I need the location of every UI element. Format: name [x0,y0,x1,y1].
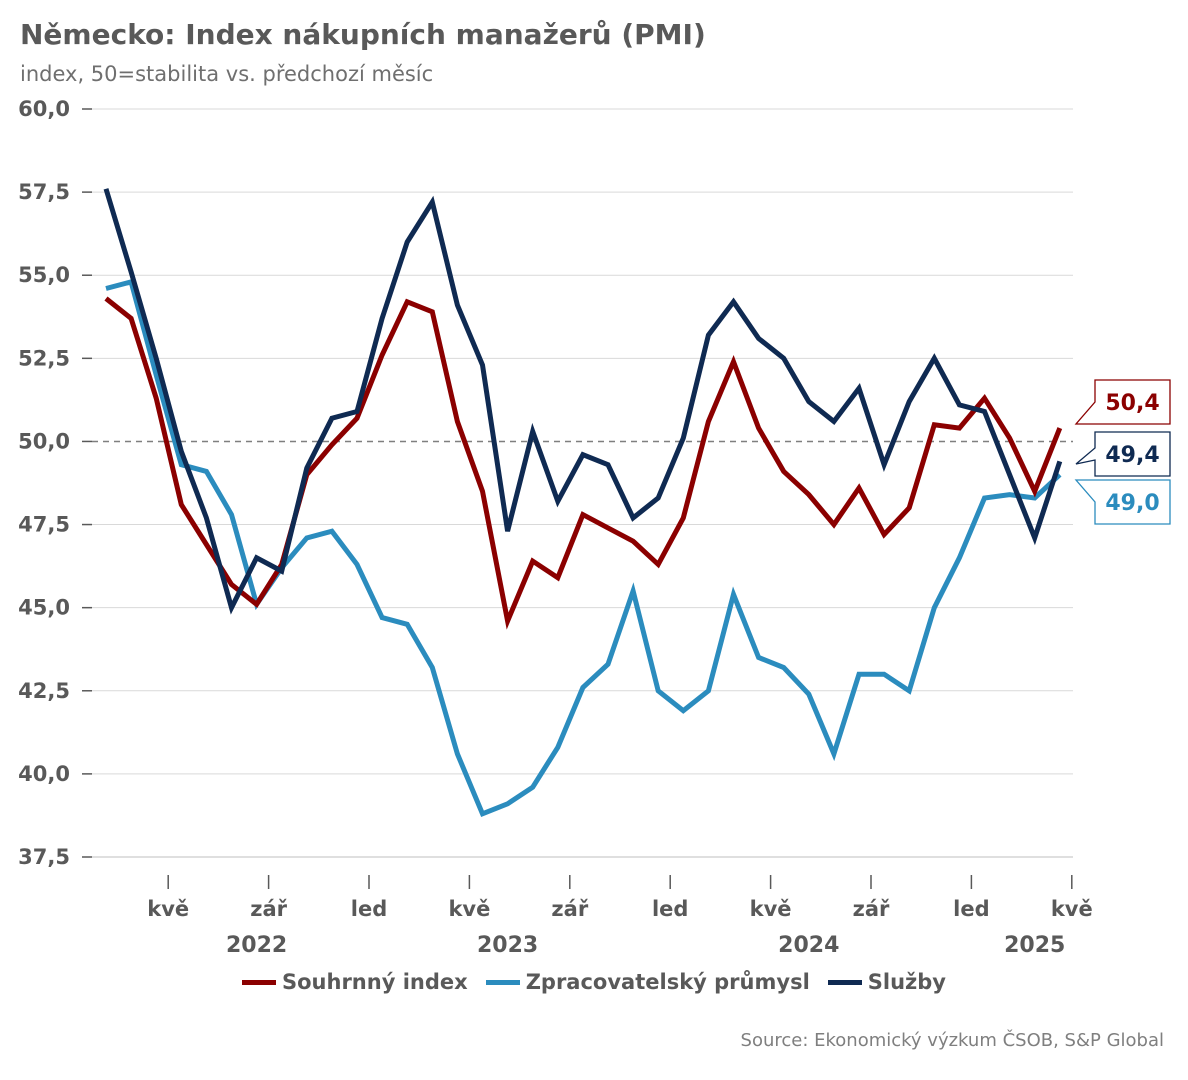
legend-item-composite: Souhrnný index [242,970,468,994]
legend-label-services: Služby [867,970,946,994]
legend-label-manufacturing: Zpracovatelský průmysl [525,970,810,994]
legend: Souhrnný index Zpracovatelský průmysl Sl… [0,970,1188,994]
series-line-services [103,188,1063,615]
end-label-manufacturing: 49,0 [1105,491,1159,516]
x-year-label: 2024 [778,933,839,958]
x-tick-label: kvě [1051,897,1093,921]
x-tick-label: led [652,897,688,921]
y-tick-label: 50,0 [18,429,70,453]
end-label-composite: 50,4 [1105,391,1159,416]
x-tick-label: kvě [750,897,792,921]
x-year-label: 2023 [477,933,538,958]
y-tick-label: 42,5 [18,679,70,703]
end-label-manufacturing-box [1074,479,1171,525]
y-tick-label: 37,5 [18,845,70,869]
end-label-services: 49,4 [1105,443,1159,468]
y-tick-label: 60,0 [18,97,70,121]
x-tick-label: led [953,897,989,921]
y-tick-label: 55,0 [18,263,70,287]
x-year-label: 2025 [1004,933,1065,958]
x-tick-label: kvě [448,897,490,921]
legend-swatch-composite [242,979,276,985]
legend-item-manufacturing: Zpracovatelský průmysl [485,970,810,994]
legend-item-services: Služby [827,970,946,994]
x-tick-label: led [351,897,387,921]
chart-subtitle: index, 50=stabilita vs. předchozí měsíc [20,62,434,86]
legend-swatch-services [827,979,862,985]
end-label-composite-box [1074,379,1171,425]
x-tick-label: zář [853,897,890,921]
y-tick-label: 52,5 [18,346,70,370]
y-tick-label: 40,0 [18,762,70,786]
y-tick-label: 45,0 [18,596,70,620]
legend-label-composite: Souhrnný index [282,970,468,994]
y-tick-label: 47,5 [18,513,70,537]
series-line-manufacturing [105,278,1062,818]
chart-title: Německo: Index nákupních manažerů (PMI) [20,18,706,51]
source-note: Source: Ekonomický výzkum ČSOB, S&P Glob… [740,1030,1164,1051]
end-label-services-box [1075,431,1171,477]
x-year-label: 2022 [226,933,287,958]
x-tick-label: kvě [147,897,189,921]
x-tick-label: zář [551,897,588,921]
x-tick-label: zář [250,897,287,921]
y-tick-label: 57,5 [18,180,70,204]
legend-swatch-manufacturing [485,979,520,985]
series-line-composite [104,296,1063,630]
